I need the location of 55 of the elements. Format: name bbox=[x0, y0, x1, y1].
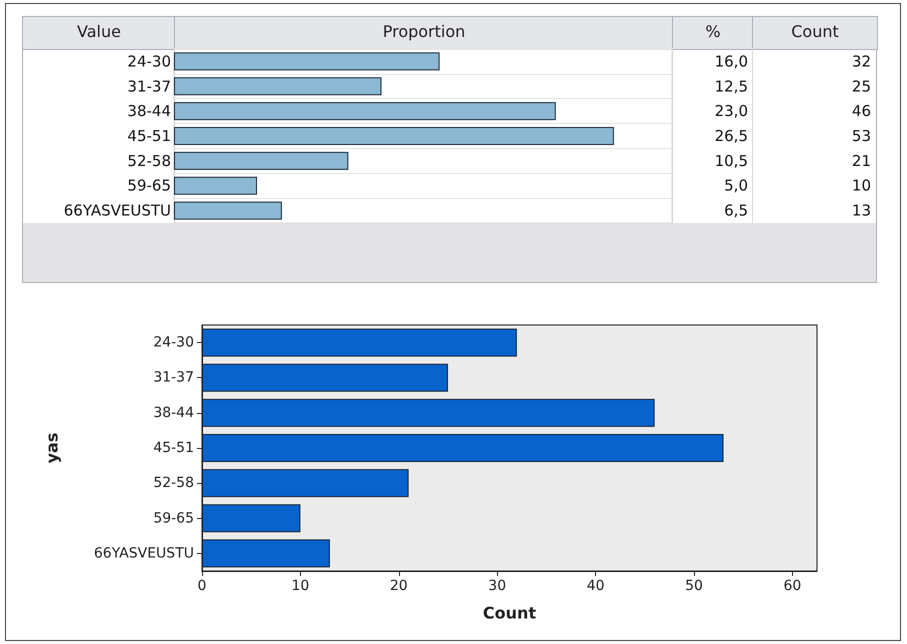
y-tick-label: 24-30 bbox=[153, 334, 194, 351]
y-tick-label: 45-51 bbox=[127, 127, 171, 145]
data-label: 26,5 bbox=[714, 127, 748, 145]
text: 21 bbox=[852, 152, 871, 170]
bar bbox=[174, 202, 282, 220]
header-cell: % bbox=[672, 16, 754, 50]
bar bbox=[202, 469, 409, 498]
y-tick-label: 52-58 bbox=[153, 475, 194, 492]
bar bbox=[174, 102, 556, 120]
data-label: 12,5 bbox=[714, 77, 748, 96]
bar bbox=[174, 152, 348, 170]
x-tick-label: 40 bbox=[586, 578, 605, 594]
text: 13 bbox=[852, 202, 871, 220]
y-tick-label: 38-44 bbox=[153, 404, 194, 421]
y-tick-label: 38-44 bbox=[127, 102, 171, 120]
x-tick-label: 10 bbox=[291, 578, 310, 594]
x-tick-label: 50 bbox=[685, 578, 703, 594]
bar bbox=[202, 539, 330, 568]
bar bbox=[174, 77, 382, 96]
y-tick-label: 31-37 bbox=[153, 370, 194, 386]
y-tick-label: 66YASVEUSTU bbox=[94, 545, 194, 562]
bar bbox=[202, 434, 724, 462]
x-tick-label: 30 bbox=[488, 578, 506, 594]
data-label: 10,5 bbox=[714, 152, 748, 170]
x-tick-label: 0 bbox=[198, 578, 206, 594]
x-tick-label: 60 bbox=[783, 578, 802, 594]
text: 46 bbox=[852, 102, 871, 120]
text: 10 bbox=[852, 176, 871, 195]
bar bbox=[174, 52, 440, 70]
y-axis-title: yas bbox=[42, 432, 62, 464]
x-tick-label: 20 bbox=[390, 578, 408, 594]
y-tick-label: 45-51 bbox=[153, 440, 194, 456]
y-tick-label: 59-65 bbox=[127, 176, 171, 195]
y-tick-label: 31-37 bbox=[127, 77, 171, 96]
bar bbox=[202, 504, 300, 532]
bar bbox=[202, 328, 517, 357]
y-tick-label: 66YASVEUSTU bbox=[64, 202, 171, 220]
data-label: 6,5 bbox=[724, 202, 748, 220]
data-label: 5,0 bbox=[724, 176, 748, 195]
header-cell: Proportion bbox=[174, 16, 674, 50]
data-label: 23,0 bbox=[714, 102, 748, 120]
bar bbox=[174, 127, 614, 145]
x-axis-title: Count bbox=[482, 604, 536, 622]
header-cell: Value bbox=[22, 16, 176, 50]
y-tick-label: 52-58 bbox=[127, 152, 171, 170]
y-tick-label: 59-65 bbox=[153, 510, 194, 526]
text: 25 bbox=[852, 77, 871, 96]
data-label: 16,0 bbox=[714, 52, 748, 70]
bar bbox=[202, 364, 448, 392]
y-tick-label: 24-30 bbox=[127, 52, 171, 70]
bar bbox=[202, 398, 655, 427]
header-cell: Count bbox=[752, 16, 878, 50]
bar bbox=[174, 176, 257, 195]
text: 32 bbox=[852, 52, 871, 70]
text: 53 bbox=[852, 127, 871, 145]
